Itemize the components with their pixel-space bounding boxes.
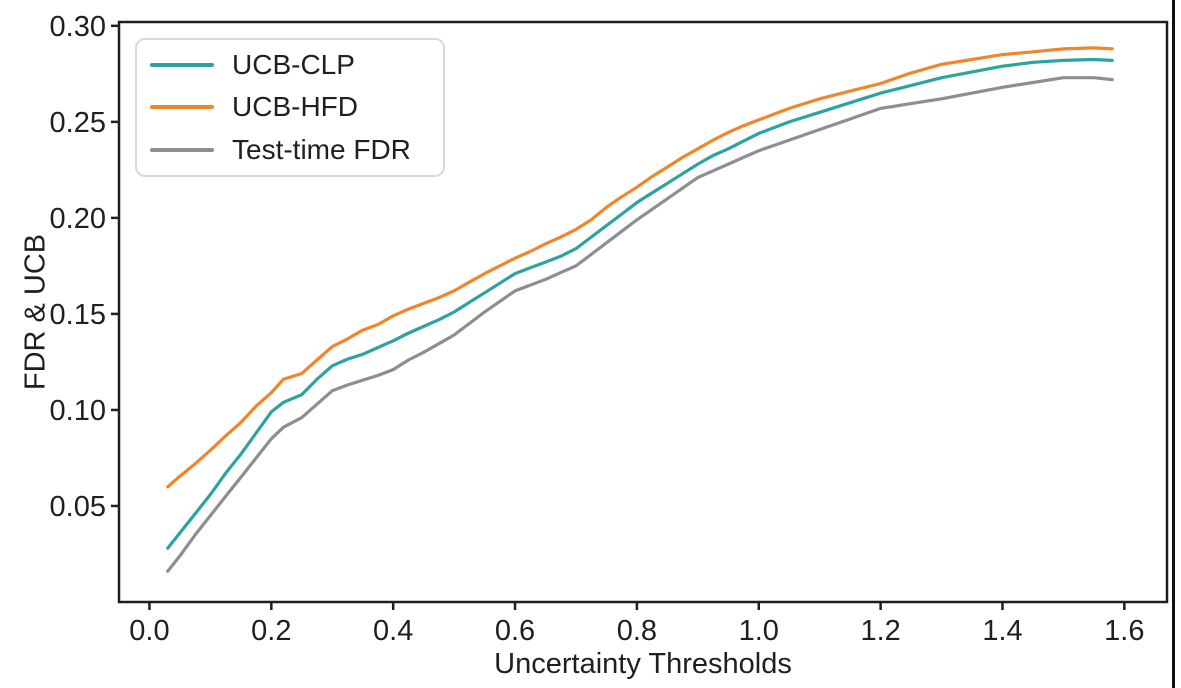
x-tick-label: 1.0: [739, 615, 779, 647]
x-tick-label: 1.4: [982, 615, 1022, 647]
y-axis-title: FDR & UCB: [19, 233, 52, 391]
y-tick-label: 0.30: [50, 11, 106, 43]
y-tick-label: 0.05: [50, 491, 106, 523]
y-tick-label: 0.10: [50, 395, 106, 427]
x-tick-label: 0.2: [251, 615, 291, 647]
y-tick-label: 0.25: [50, 107, 106, 139]
legend-item-ucb-hfd: UCB-HFD: [137, 91, 443, 123]
x-tick-label: 0.4: [373, 615, 413, 647]
series-line-ucb-hfd: [166, 46, 1114, 489]
legend-label-test-time-fdr: Test-time FDR: [232, 133, 411, 165]
legend-line-swatch-ucb-hfd: [150, 105, 214, 110]
x-tick-label: 0.8: [617, 615, 657, 647]
x-tick-label: 1.2: [860, 615, 900, 647]
x-tick-label: 1.6: [1104, 615, 1144, 647]
legend-label-ucb-hfd: UCB-HFD: [232, 91, 358, 123]
y-tick-label: 0.15: [50, 299, 106, 331]
x-tick-label: 0.0: [129, 615, 169, 647]
series-line-ucb-clp: [166, 57, 1114, 550]
y-tick-label: 0.20: [50, 203, 106, 235]
series-line-test-time-fdr: [166, 76, 1114, 573]
legend-label-ucb-clp: UCB-CLP: [232, 49, 355, 81]
figure-right-border: [1172, 0, 1175, 688]
legend-item-test-time-fdr: Test-time FDR: [137, 134, 443, 166]
axes-frame: [117, 20, 1169, 604]
legend-line-swatch-test-time-fdr: [150, 147, 214, 152]
x-tick-label: 0.6: [495, 615, 535, 647]
legend-line-swatch-ucb-clp: [150, 63, 214, 68]
legend-item-ucb-clp: UCB-CLP: [137, 49, 443, 81]
legend: UCB-CLP UCB-HFD Test-time FDR: [135, 38, 445, 177]
x-axis-title: Uncertainty Thresholds: [494, 648, 792, 680]
